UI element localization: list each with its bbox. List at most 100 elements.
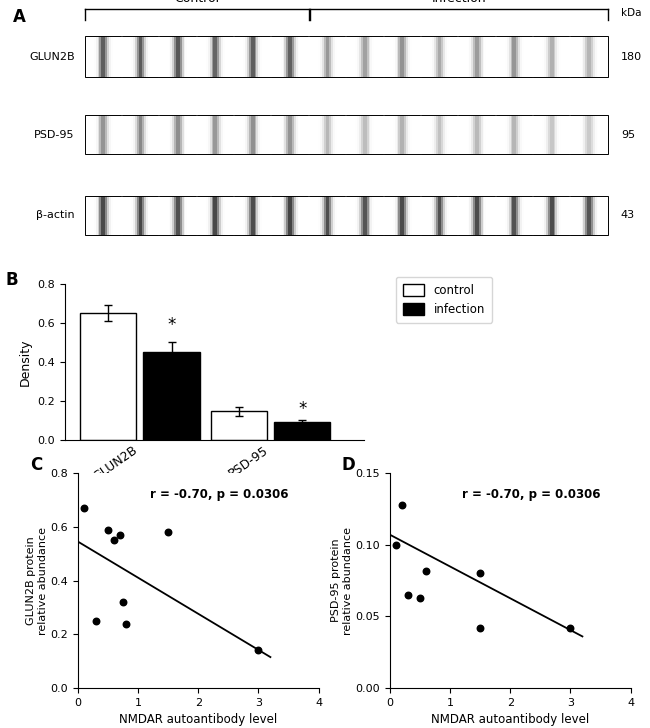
Bar xyxy=(432,115,435,154)
Bar xyxy=(546,196,549,235)
Bar xyxy=(601,115,603,154)
Bar xyxy=(343,115,345,154)
Bar xyxy=(228,36,231,77)
Bar xyxy=(479,115,481,154)
Bar xyxy=(522,196,525,235)
Bar xyxy=(389,36,391,77)
Bar xyxy=(251,36,254,77)
Bar xyxy=(253,36,255,77)
Bar xyxy=(494,115,497,154)
Bar xyxy=(302,196,304,235)
Bar xyxy=(451,196,453,235)
Bar xyxy=(131,196,134,235)
Bar xyxy=(240,36,242,77)
Bar xyxy=(151,115,154,154)
Bar xyxy=(589,196,592,235)
Bar xyxy=(210,36,212,77)
Bar xyxy=(499,115,502,154)
Bar xyxy=(142,115,145,154)
Bar xyxy=(374,115,376,154)
Text: A: A xyxy=(13,8,26,26)
Bar xyxy=(324,115,326,154)
Bar xyxy=(410,36,412,77)
Text: B: B xyxy=(5,272,18,290)
Bar xyxy=(268,196,270,235)
Bar xyxy=(374,196,376,235)
Bar xyxy=(393,36,395,77)
Bar xyxy=(129,196,132,235)
Bar xyxy=(84,36,608,77)
Bar xyxy=(561,115,564,154)
Bar xyxy=(584,36,586,77)
Bar xyxy=(595,36,597,77)
Bar xyxy=(606,36,608,77)
Bar xyxy=(200,196,203,235)
Bar xyxy=(359,36,361,77)
Bar xyxy=(395,36,397,77)
Bar xyxy=(262,115,265,154)
Bar xyxy=(281,196,283,235)
Bar xyxy=(303,36,306,77)
Bar xyxy=(537,196,540,235)
Bar xyxy=(318,115,320,154)
Bar xyxy=(311,115,313,154)
Bar xyxy=(363,196,365,235)
Bar xyxy=(234,196,237,235)
Bar xyxy=(107,115,109,154)
Bar xyxy=(376,36,378,77)
Bar xyxy=(527,115,530,154)
Bar xyxy=(344,115,347,154)
Bar xyxy=(279,196,281,235)
Bar xyxy=(131,115,134,154)
Bar xyxy=(112,115,115,154)
Bar xyxy=(601,36,603,77)
Bar xyxy=(127,196,130,235)
Bar xyxy=(501,115,504,154)
Bar xyxy=(202,115,205,154)
Bar xyxy=(198,196,201,235)
Bar xyxy=(236,196,239,235)
Bar xyxy=(587,115,590,154)
Bar xyxy=(571,36,573,77)
Bar xyxy=(300,36,302,77)
Bar xyxy=(324,196,326,235)
Bar xyxy=(283,115,285,154)
Bar xyxy=(243,115,246,154)
Bar xyxy=(328,196,330,235)
Bar xyxy=(195,196,198,235)
Bar xyxy=(593,115,595,154)
Bar xyxy=(193,36,196,77)
Bar xyxy=(460,115,463,154)
Bar xyxy=(326,115,328,154)
Bar xyxy=(526,36,528,77)
Bar xyxy=(238,115,240,154)
Bar xyxy=(206,196,209,235)
Bar xyxy=(376,196,378,235)
Bar xyxy=(129,115,132,154)
Bar xyxy=(410,115,412,154)
Bar xyxy=(415,36,418,77)
Bar xyxy=(315,36,317,77)
Bar xyxy=(170,196,173,235)
Bar xyxy=(88,196,91,235)
Bar xyxy=(140,36,143,77)
Bar xyxy=(443,36,446,77)
Bar xyxy=(223,36,226,77)
Bar xyxy=(103,115,106,154)
Bar xyxy=(365,115,367,154)
Bar xyxy=(544,115,547,154)
Bar xyxy=(384,115,386,154)
Bar xyxy=(208,36,211,77)
Point xyxy=(115,529,125,541)
Bar xyxy=(356,36,358,77)
Bar xyxy=(439,115,442,154)
Bar xyxy=(526,196,528,235)
Bar xyxy=(215,36,218,77)
Bar xyxy=(587,196,590,235)
Bar xyxy=(408,196,410,235)
Bar xyxy=(421,36,423,77)
Bar xyxy=(129,36,132,77)
Bar xyxy=(300,115,302,154)
Bar xyxy=(302,36,304,77)
Bar xyxy=(512,115,515,154)
